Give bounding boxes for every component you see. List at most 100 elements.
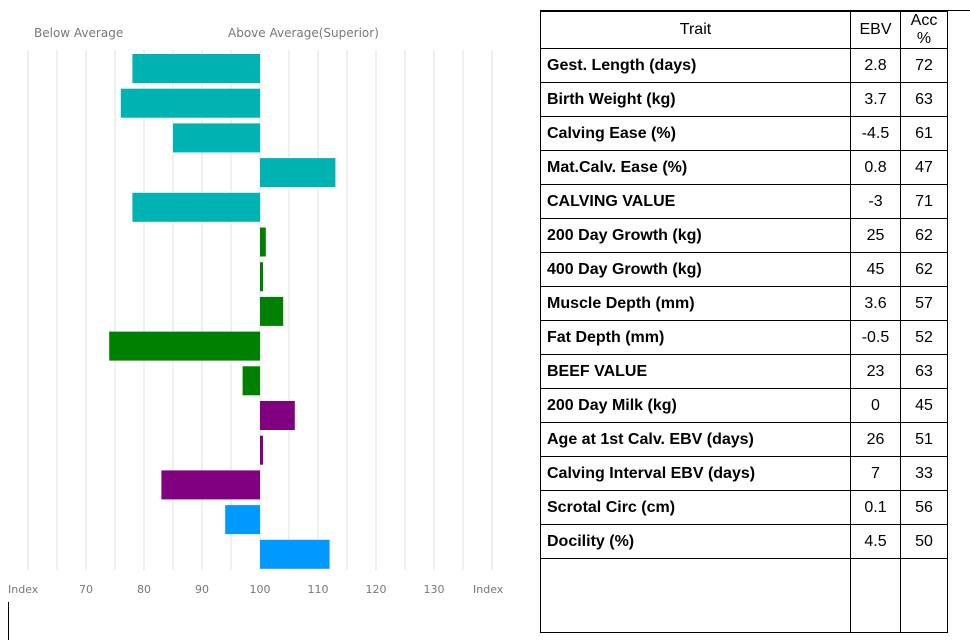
bars xyxy=(109,54,336,569)
x-tick-label: 90 xyxy=(195,583,209,596)
trait-cell: 200 Day Milk (kg) xyxy=(540,388,851,423)
table-row: 200 Day Milk (kg) 0 45 xyxy=(540,388,948,423)
trait-cell: CALVING VALUE xyxy=(540,184,851,219)
bar xyxy=(132,192,260,222)
ebv-cell: 7 xyxy=(850,456,901,491)
trait-cell: Birth Weight (kg) xyxy=(540,82,851,117)
ebv-cell: 0.1 xyxy=(850,490,901,525)
ebv-cell: 0.8 xyxy=(850,150,901,185)
x-tick-label: 70 xyxy=(79,583,93,596)
ebv-cell: 0 xyxy=(850,388,901,423)
table-row: Calving Ease (%) -4.5 61 xyxy=(540,116,948,151)
table-row: BEEF VALUE 23 63 xyxy=(540,354,948,389)
table-body: Gest. Length (days) 2.8 72 Birth Weight (kg… xyxy=(540,48,948,633)
trait-cell: Gest. Length (days) xyxy=(540,48,851,83)
table-row: Fat Depth (mm) -0.5 52 xyxy=(540,320,948,355)
table-row: Scrotal Circ (cm) 0.1 56 xyxy=(540,490,948,525)
trait-cell: Age at 1st Calv. EBV (days) xyxy=(540,422,851,457)
index-chart-panel: Below Average Above Average(Superior) 70… xyxy=(8,26,504,640)
ebv-cell: -4.5 xyxy=(850,116,901,151)
acc-cell: 45 xyxy=(900,388,948,423)
x-tick-label: 80 xyxy=(137,583,151,596)
x-axis-ticks: 70 80 90 100 110 120 130 xyxy=(79,583,445,596)
trait-cell: BEEF VALUE xyxy=(540,354,851,389)
acc-cell: 57 xyxy=(900,286,948,321)
ebv-cell: 23 xyxy=(850,354,901,389)
table-row: Gest. Length (days) 2.8 72 xyxy=(540,48,948,83)
trait-cell: 400 Day Growth (kg) xyxy=(540,252,851,287)
bar xyxy=(260,158,336,188)
acc-cell: 71 xyxy=(900,184,948,219)
acc-cell: 72 xyxy=(900,48,948,83)
bar xyxy=(109,331,260,361)
acc-cell: 52 xyxy=(900,320,948,355)
trait-cell: Mat.Calv. Ease (%) xyxy=(540,150,851,185)
ebv-cell: 3.6 xyxy=(850,286,901,321)
ebv-cell: -3 xyxy=(850,184,901,219)
table-row: Birth Weight (kg) 3.7 63 xyxy=(540,82,948,117)
header-acc: Acc % xyxy=(900,11,948,49)
trait-cell: 200 Day Growth (kg) xyxy=(540,218,851,253)
trait-cell: Muscle Depth (mm) xyxy=(540,286,851,321)
table-row: Mat.Calv. Ease (%) 0.8 47 xyxy=(540,150,948,185)
x-tick-label: 100 xyxy=(250,583,271,596)
ebv-cell: 4.5 xyxy=(850,524,901,559)
index-bar-chart: Below Average Above Average(Superior) 70… xyxy=(8,26,504,596)
ebv-cell: 26 xyxy=(850,422,901,457)
above-average-label: Above Average(Superior) xyxy=(228,26,379,40)
ebv-cell: 2.8 xyxy=(850,48,901,83)
chart-left-border xyxy=(8,602,9,640)
table-header-row: Trait EBV Acc % xyxy=(540,11,948,49)
acc-cell: 56 xyxy=(900,490,948,525)
trait-table: Trait EBV Acc % Gest. Length (days) 2.8 72… xyxy=(540,11,948,633)
acc-cell: 62 xyxy=(900,218,948,253)
acc-cell: 50 xyxy=(900,524,948,559)
x-axis-label-right: Index xyxy=(473,583,504,596)
x-tick-label: 120 xyxy=(366,583,387,596)
x-tick-label: 110 xyxy=(308,583,329,596)
table-row: 200 Day Growth (kg) 25 62 xyxy=(540,218,948,253)
table-top-border xyxy=(540,10,970,11)
table-empty-row xyxy=(540,558,948,633)
bar xyxy=(260,401,295,430)
bar xyxy=(161,470,260,500)
empty-cell xyxy=(850,558,901,633)
bar xyxy=(260,539,330,569)
bar xyxy=(225,505,260,535)
x-tick-label: 130 xyxy=(424,583,445,596)
trait-cell: Fat Depth (mm) xyxy=(540,320,851,355)
table-row: Age at 1st Calv. EBV (days) 26 51 xyxy=(540,422,948,457)
bar xyxy=(120,88,260,118)
acc-cell: 62 xyxy=(900,252,948,287)
acc-cell: 51 xyxy=(900,422,948,457)
header-trait: Trait xyxy=(540,11,851,49)
trait-cell: Docility (%) xyxy=(540,524,851,559)
header-ebv: EBV xyxy=(850,11,901,49)
acc-cell: 47 xyxy=(900,150,948,185)
bar xyxy=(242,366,260,396)
table-row: CALVING VALUE -3 71 xyxy=(540,184,948,219)
bar xyxy=(173,123,260,153)
empty-cell xyxy=(540,558,851,633)
trait-cell: Calving Interval EBV (days) xyxy=(540,456,851,491)
ebv-cell: 25 xyxy=(850,218,901,253)
below-average-label: Below Average xyxy=(34,26,123,40)
ebv-cell: -0.5 xyxy=(850,320,901,355)
x-axis-label-left: Index xyxy=(8,583,39,596)
bar xyxy=(260,227,266,257)
acc-cell: 63 xyxy=(900,354,948,389)
bar xyxy=(132,54,260,83)
table-row: Calving Interval EBV (days) 7 33 xyxy=(540,456,948,491)
acc-cell: 33 xyxy=(900,456,948,491)
bar xyxy=(260,262,263,292)
ebv-cell: 3.7 xyxy=(850,82,901,117)
acc-cell: 63 xyxy=(900,82,948,117)
trait-cell: Scrotal Circ (cm) xyxy=(540,490,851,525)
ebv-cell: 45 xyxy=(850,252,901,287)
acc-cell: 61 xyxy=(900,116,948,151)
trait-cell: Calving Ease (%) xyxy=(540,116,851,151)
table-row: 400 Day Growth (kg) 45 62 xyxy=(540,252,948,287)
table-row: Docility (%) 4.5 50 xyxy=(540,524,948,559)
table-row: Muscle Depth (mm) 3.6 57 xyxy=(540,286,948,321)
empty-cell xyxy=(900,558,948,633)
